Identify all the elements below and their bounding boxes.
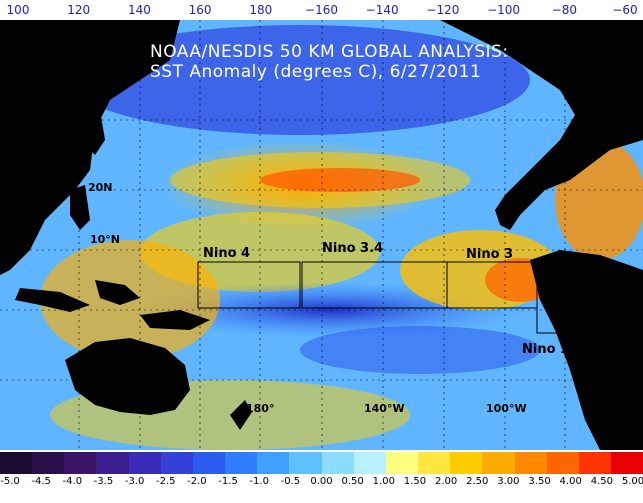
north-america-landmass [440,20,643,230]
lat-lon-grid [0,20,643,450]
color-scale-tick-label: -0.5 [280,476,301,487]
lat-label-10s: 10°S [88,378,117,391]
nino4-label: Nino 4 [203,246,251,261]
color-scale-tick-label: 4.00 [559,476,582,487]
color-scale-tick-label: 5.00 [621,476,643,487]
color-scale-tick-label: 0.50 [341,476,364,487]
top-longitude-label: 180 [249,3,273,17]
color-scale-tick-label: -3.5 [93,476,114,487]
color-swatch [418,452,451,474]
color-swatch [192,452,226,474]
title-line-1: NOAA/NESDIS 50 KM GLOBAL ANALYSIS: [150,42,509,62]
color-scale-legend: -5.0 -4.5 -4.0 -3.5 -3.0 -2.5 -2.0 -1.5 -1.0 -0.5… [0,452,643,503]
color-scale-tick-label: -5.0 [0,476,20,487]
color-swatch [257,452,290,474]
color-scale-tick-label: 3.00 [497,476,520,487]
australia-landmass [65,338,190,415]
color-scale-tick-label: 3.50 [528,476,551,487]
lon-label-100w: 100°W [486,402,527,415]
color-swatch [514,452,547,474]
color-swatch [160,452,193,474]
color-swatch [225,452,258,474]
color-scale-tick-label: -4.0 [62,476,83,487]
north-pacific-cold-field [70,25,530,135]
color-scale-tick-label: -2.5 [155,476,176,487]
top-longitude-label: 160 [188,3,212,17]
color-swatch [450,452,483,474]
south-cold-band [300,326,540,374]
longitude-axis-top: 100 120 140 160 180 −160 −140 −120 −100 −80 −60 [0,0,643,20]
color-scale-tick-label: 2.00 [434,476,458,487]
new-guinea-island [140,310,210,330]
top-longitude-label: −140 [365,3,399,17]
color-scale-labels: -5.0 -4.5 -4.0 -3.5 -3.0 -2.5 -2.0 -1.5 -1.0 -0.5… [0,476,643,492]
map-title: NOAA/NESDIS 50 KM GLOBAL ANALYSIS: SST A… [150,42,509,82]
color-scale-tick-label: 2.50 [466,476,489,487]
sst-anomaly-map [0,20,643,450]
japan-islands [85,110,105,155]
color-scale-tick-label: 1.00 [372,476,395,487]
color-swatch [64,452,97,474]
color-swatch [482,452,515,474]
top-longitude-label: 100 [6,3,30,17]
color-scale-tick-label: 0.00 [310,476,333,487]
color-swatch [385,452,419,474]
color-swatch [546,452,579,474]
top-longitude-label: −60 [612,3,638,17]
color-swatch [610,452,643,474]
philippines-islands [70,185,90,230]
nino12-region-box [536,284,570,334]
nino34-label: Nino 3.4 [322,241,384,256]
nino3-label: Nino 3 [466,247,514,262]
color-swatch [128,452,161,474]
nino12-label: Nino 1+2 [522,342,590,357]
title-line-2: SST Anomaly (degrees C), 6/27/2011 [150,62,482,82]
south-america-landmass [530,250,643,450]
color-scale-tick-label: 4.50 [590,476,613,487]
color-swatch [321,452,354,474]
top-longitude-label: −120 [426,3,460,17]
indonesia-island-sumatra [15,288,90,312]
top-longitude-label: −80 [551,3,577,17]
top-longitude-label: −100 [487,3,521,17]
color-swatch [32,452,65,474]
color-swatch [578,452,611,474]
color-scale-tick-label: -1.0 [249,476,269,487]
indonesia-island-borneo [95,280,140,305]
lon-label-180: 180° [246,402,275,415]
color-scale-tick-label: -3.0 [124,476,145,487]
color-scale-tick-label: -2.0 [187,476,207,487]
color-scale-tick-label: -1.5 [218,476,238,487]
color-scale-tick-label: 1.50 [403,476,427,487]
new-zealand-island [230,400,252,430]
lat-label-10n: 10°N [90,233,121,246]
lat-label-20n: 20N [88,181,113,194]
color-swatch [353,452,386,474]
color-swatch [289,452,322,474]
top-longitude-label: 140 [127,3,151,17]
top-longitude-label: −160 [305,3,338,17]
hot-streak-30n [260,168,420,192]
lon-label-140w: 140°W [364,402,405,415]
top-longitude-label: 120 [67,3,91,17]
color-scale-swatches [0,452,643,474]
color-swatch [0,452,33,474]
nino4-region-box [197,261,301,309]
color-scale-tick-label: -4.5 [31,476,51,487]
lon-label-140e: 140°E [120,402,156,415]
color-swatch [96,452,129,474]
